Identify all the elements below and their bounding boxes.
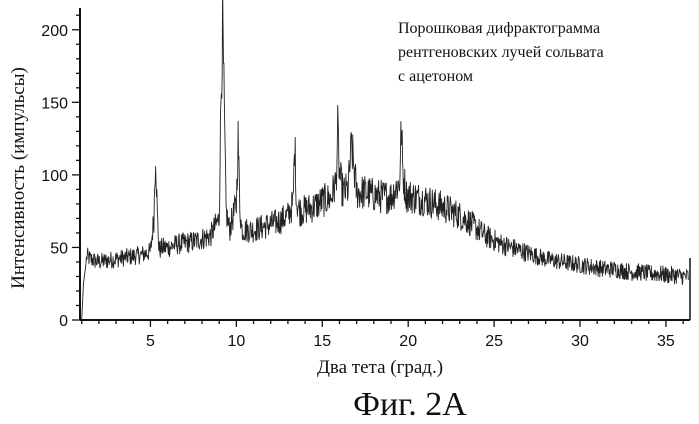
figure-caption: Фиг. 2А [353, 386, 467, 423]
annotation-line-1: Порошковая дифрактограмма [398, 20, 600, 37]
series-layer [81, 0, 689, 321]
series-line-0 [81, 0, 689, 321]
y-tick-label: 50 [50, 240, 68, 257]
plot-frame [79, 8, 691, 321]
x-tick-label: 35 [657, 333, 675, 350]
x-tick-label: 30 [571, 333, 589, 350]
x-axis-label: Два тета (град.) [317, 357, 443, 378]
x-axis-ticks: 5 10 15 20 25 30 35 [81, 320, 684, 350]
y-tick-label: 0 [59, 313, 68, 330]
annotation-line-3: с ацетоном [398, 68, 473, 85]
y-axis-ticks: 0 50 100 150 200 [41, 14, 80, 330]
x-tick-label: 20 [399, 333, 417, 350]
y-tick-label: 150 [41, 95, 68, 112]
y-tick-label: 200 [41, 23, 68, 40]
x-tick-label: 15 [313, 333, 331, 350]
annotation-line-2: рентгеновских лучей сольвата [398, 44, 604, 61]
x-tick-label: 25 [485, 333, 503, 350]
x-tick-label: 10 [227, 333, 245, 350]
x-tick-label: 5 [146, 333, 155, 350]
y-tick-label: 100 [41, 168, 68, 185]
y-axis-label: Интенсивность (импульсы) [8, 67, 29, 289]
